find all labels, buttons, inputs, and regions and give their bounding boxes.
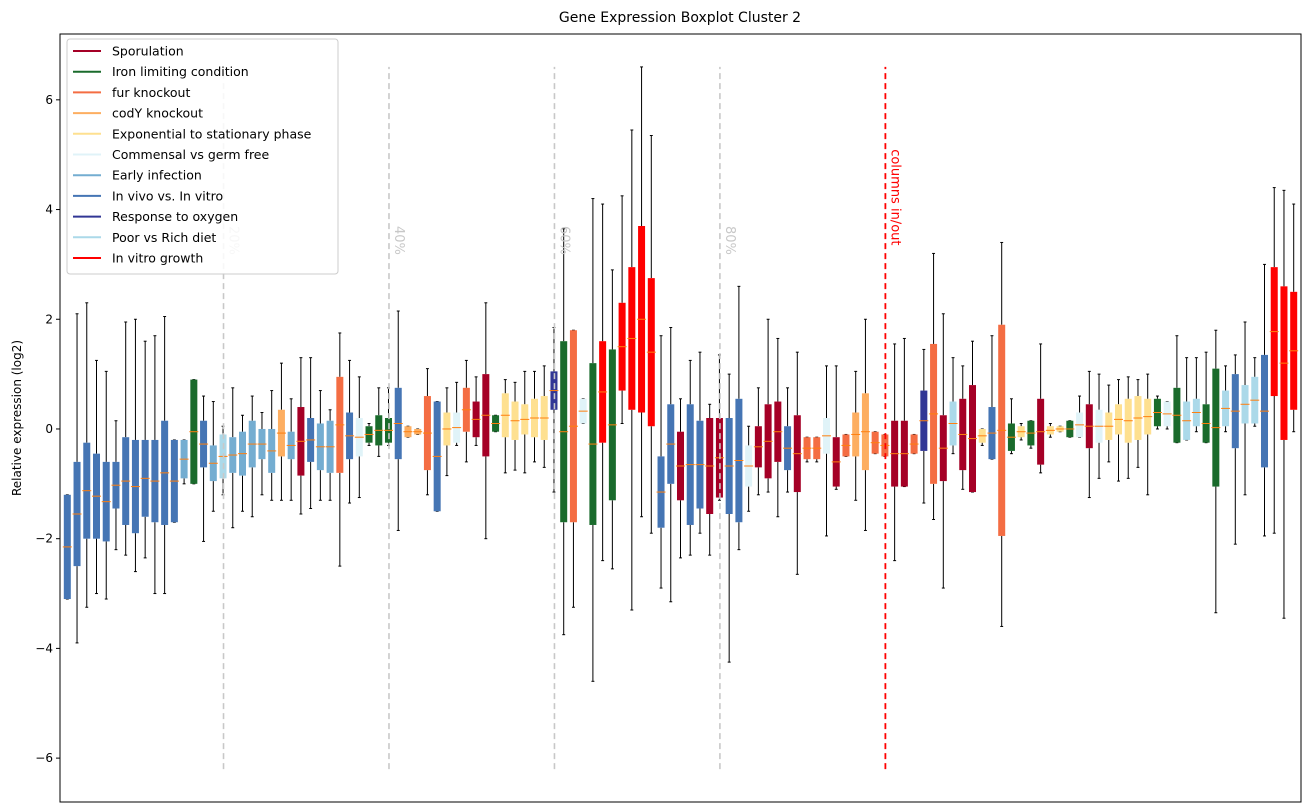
legend-label: codY knockout: [112, 106, 203, 121]
legend-label: Sporulation: [112, 44, 184, 59]
legend: Sporulation Iron limiting condition fur kn…: [66, 38, 339, 275]
legend-label: Iron limiting condition: [112, 64, 249, 79]
percent-marker-label: 60%: [556, 226, 571, 255]
y-axis-label: Relative expression (log2): [10, 340, 24, 496]
split-marker-label: columns in/out: [887, 149, 902, 245]
legend-label: Early infection: [112, 168, 202, 183]
legend-label: In vitro growth: [112, 251, 203, 266]
plot-area: −6−4−2024620%40%60%80%columns in/out: [35, 33, 1302, 803]
legend-label: Poor vs Rich diet: [112, 230, 216, 245]
legend-label: fur knockout: [112, 85, 190, 100]
chart-title: Gene Expression Boxplot Cluster 2: [559, 10, 801, 26]
y-tick-label: 4: [45, 203, 53, 217]
legend-label: Commensal vs germ free: [112, 147, 269, 162]
y-tick-label: −6: [35, 751, 53, 765]
y-tick-label: −2: [35, 532, 53, 546]
legend-label: In vivo vs. In vitro: [112, 188, 223, 203]
percent-marker-label: 40%: [391, 226, 406, 255]
percent-marker-label: 80%: [722, 226, 737, 255]
y-tick-label: 2: [45, 312, 53, 326]
axes-frame: [59, 33, 1302, 803]
y-tick-label: 0: [45, 422, 53, 436]
legend-label: Response to oxygen: [112, 209, 238, 224]
y-tick-label: 6: [45, 93, 53, 107]
legend-label: Exponential to stationary phase: [112, 126, 312, 141]
legend-frame: [66, 38, 339, 275]
y-tick-label: −4: [35, 641, 53, 655]
